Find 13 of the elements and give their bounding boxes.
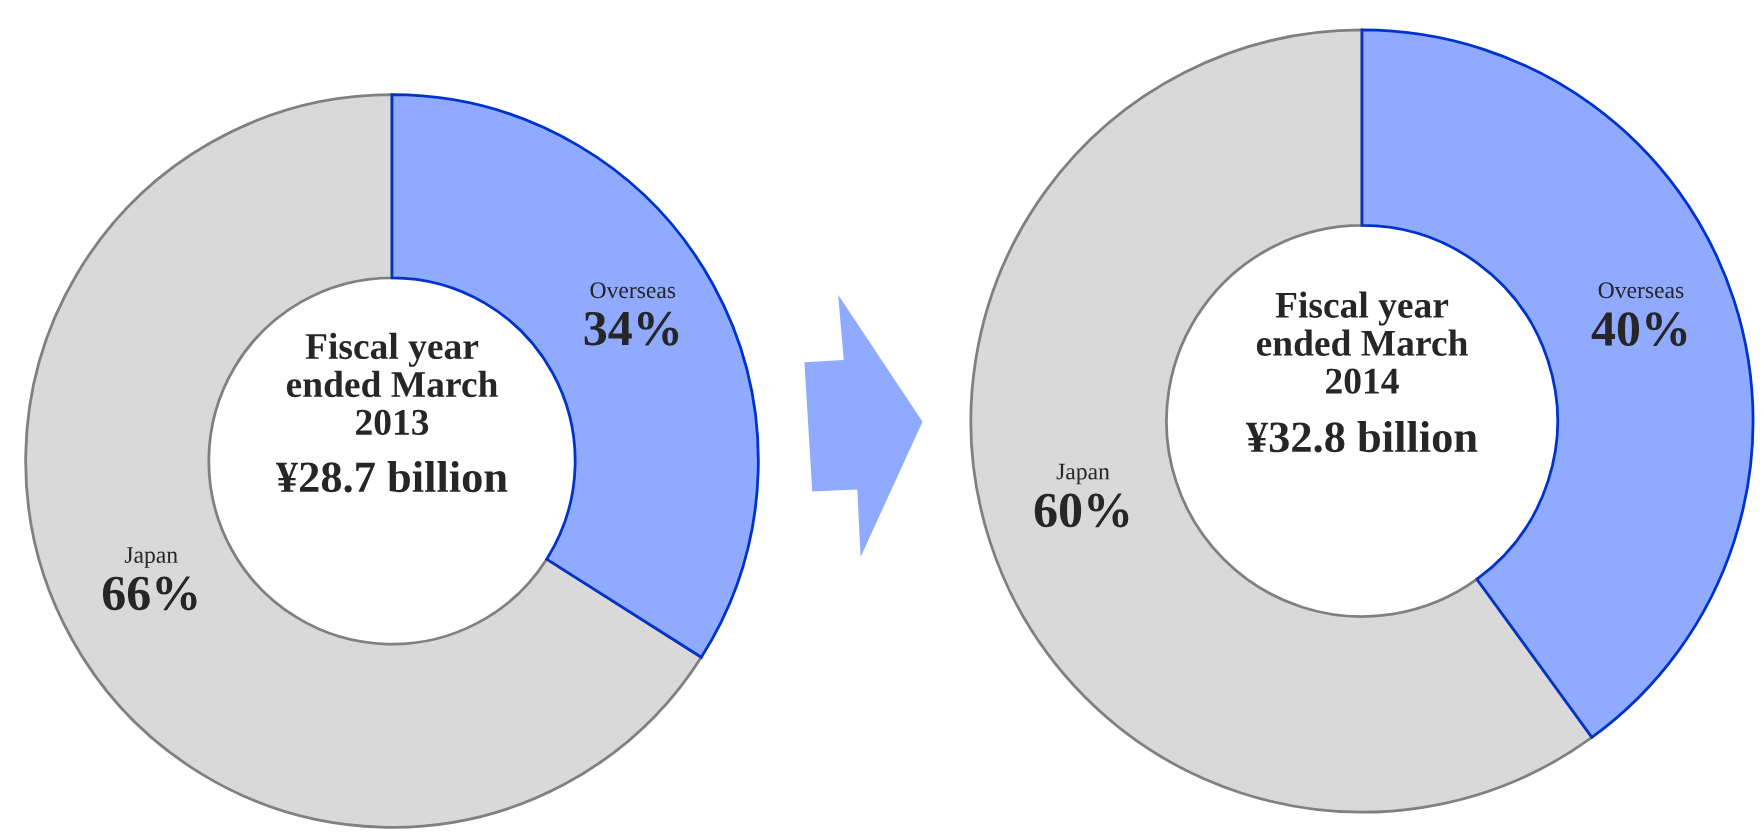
data-label: 40% — [1591, 312, 1687, 347]
slice-label: Japan — [124, 547, 178, 568]
text: ¥28.7 billion — [275, 461, 508, 493]
data-label: 60% — [1034, 493, 1129, 528]
slice-label: Overseas — [1598, 282, 1684, 299]
text: Fiscal year ended March 2014 — [1256, 291, 1468, 394]
text: ¥32.8 billion — [1245, 421, 1478, 453]
donut-slice — [24, 93, 703, 829]
text: Fiscal year ended March 2013 — [286, 332, 498, 436]
data-label: 34% — [584, 311, 679, 346]
slice-label: Overseas — [590, 282, 676, 299]
data-label: 66% — [102, 576, 197, 611]
slice-label: Japan — [1056, 463, 1110, 485]
